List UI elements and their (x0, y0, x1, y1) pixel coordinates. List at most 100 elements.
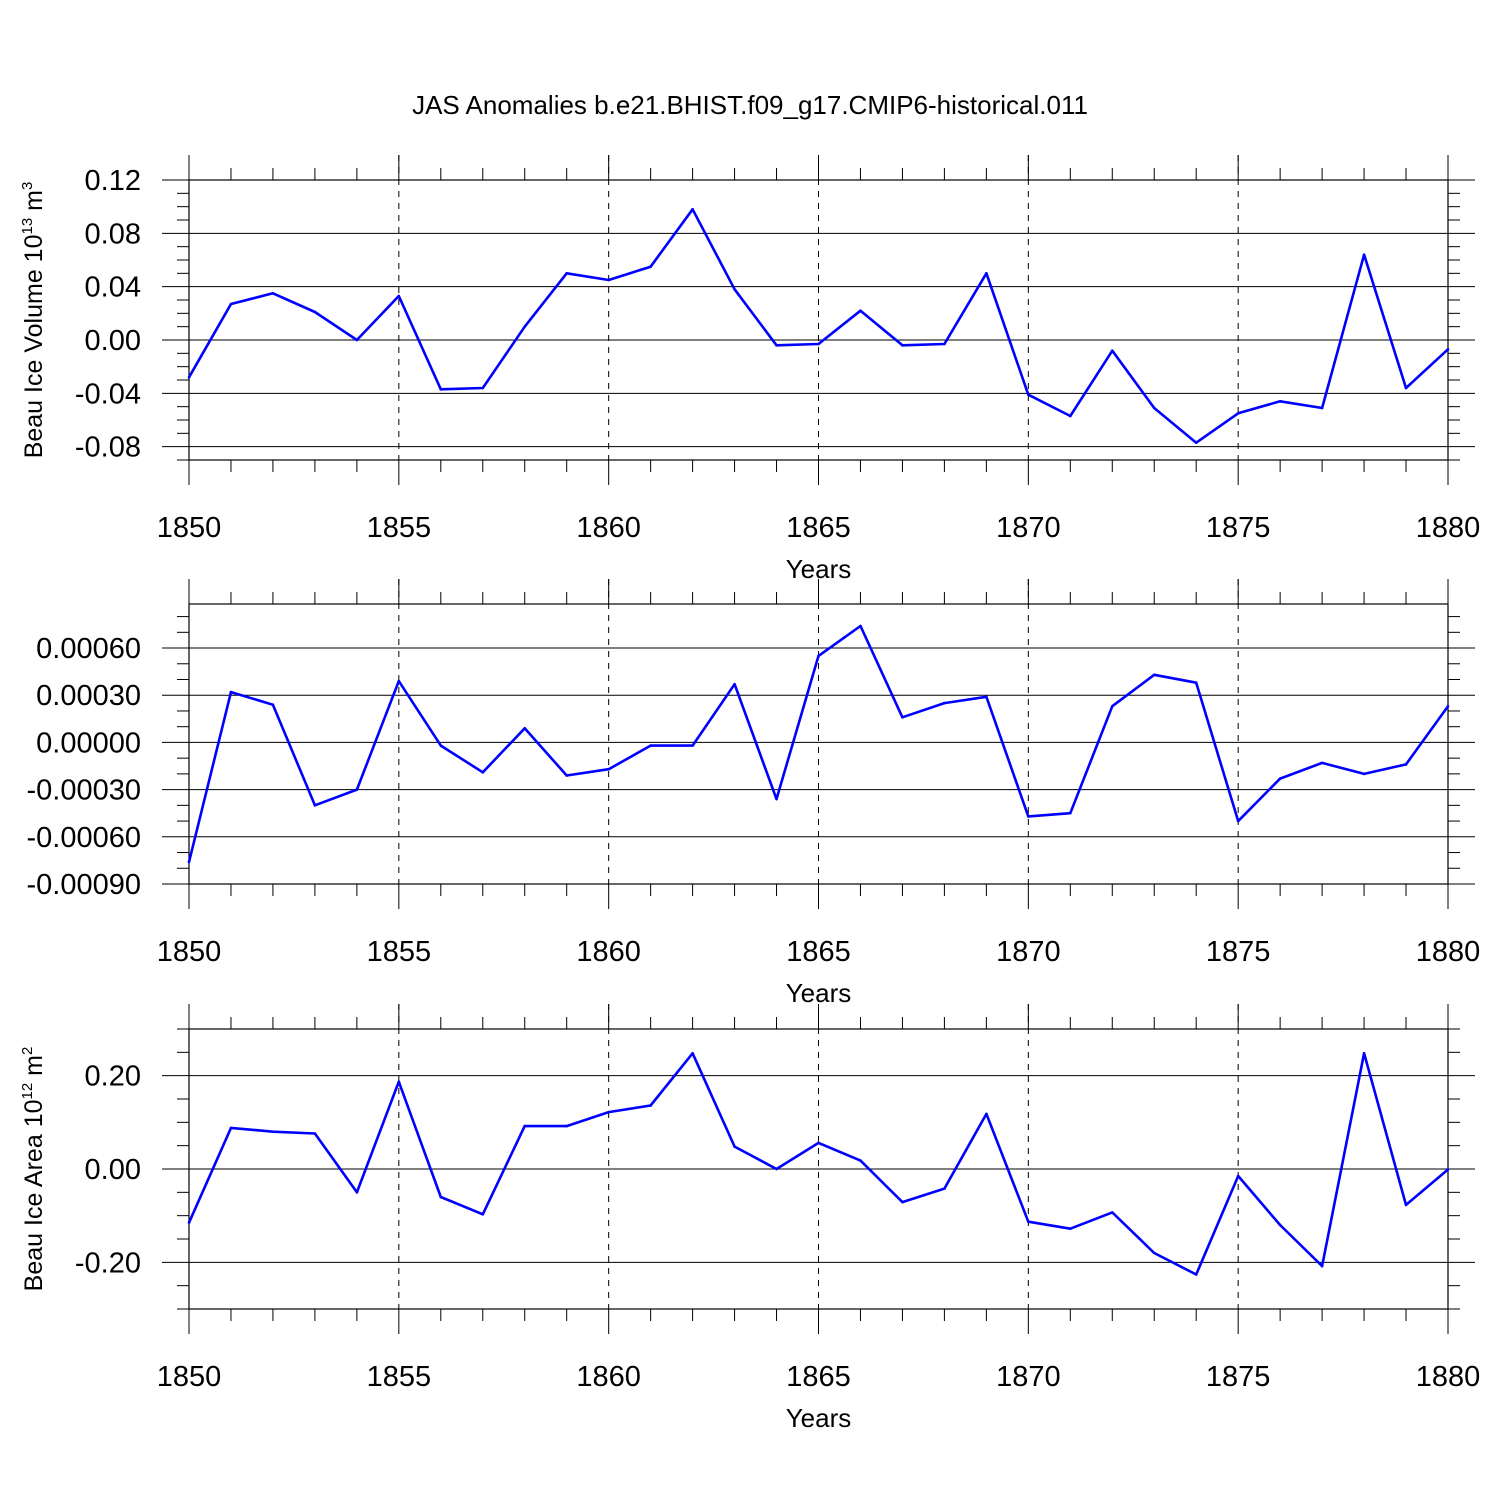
data-point (775, 1167, 778, 1171)
data-point (607, 278, 610, 282)
data-point (355, 788, 359, 791)
data-point (313, 1132, 317, 1135)
data-point (565, 1124, 568, 1128)
y-tick-label: 0.12 (85, 165, 141, 197)
data-point (397, 1080, 401, 1084)
data-point (1110, 704, 1114, 708)
x-tick-label: 1870 (996, 936, 1061, 968)
data-point (355, 338, 359, 342)
data-point (481, 771, 485, 774)
data-point (985, 1112, 988, 1116)
x-tick-label: 1850 (157, 936, 222, 968)
y-tick-label: -0.00060 (27, 822, 142, 854)
x-tick-label: 1870 (996, 1361, 1061, 1393)
data-point (565, 272, 568, 275)
data-point (1069, 811, 1072, 815)
data-point (817, 342, 820, 346)
data-point (691, 1051, 694, 1055)
x-tick-label: 1860 (576, 936, 641, 968)
data-point (775, 797, 778, 801)
x-tick-label: 1870 (996, 512, 1061, 544)
data-point (187, 376, 191, 379)
y-axis-label: Beau Ice Area 1012 m2 (19, 1047, 48, 1292)
data-point (859, 309, 862, 312)
panel-volume: -0.08 -0.04 0.00 0.04 0.08 0.12 1850 1855 1860 18… (19, 155, 1480, 584)
data-point (1320, 406, 1324, 410)
y-tick-label: -0.00030 (27, 775, 142, 807)
data-point (1152, 406, 1156, 410)
data-point (355, 1191, 359, 1194)
data-point (649, 1104, 652, 1107)
data-point (1320, 1264, 1324, 1268)
data-point (1404, 386, 1408, 390)
data-point (733, 1145, 736, 1148)
data-point (397, 679, 401, 683)
data-point (187, 1221, 191, 1224)
data-point (1404, 1203, 1408, 1207)
data-point (985, 272, 988, 275)
data-point (943, 1187, 946, 1190)
data-point (229, 690, 233, 694)
data-point (1236, 1174, 1240, 1178)
data-point (1362, 1051, 1366, 1055)
panels: -0.08 -0.04 0.00 0.04 0.08 0.12 1850 1855 1860 18… (19, 155, 1480, 1433)
data-point (733, 288, 736, 291)
y-tick-label: 0.04 (85, 272, 141, 304)
data-point (817, 1141, 820, 1145)
y-tick-label: -0.08 (75, 432, 141, 464)
data-point (1194, 441, 1198, 444)
y-axis-label-part: 3 (19, 182, 36, 190)
x-axis-label: Years (786, 1403, 852, 1433)
x-axis-label: Years (786, 978, 852, 1008)
y-tick-label: -0.04 (75, 378, 141, 410)
data-point (1027, 393, 1030, 396)
data-point (649, 744, 652, 747)
data-point (1110, 1211, 1114, 1214)
data-point (1236, 819, 1240, 823)
x-tick-label: 1850 (157, 1361, 222, 1393)
data-point (691, 208, 694, 211)
data-point (817, 654, 820, 658)
data-point (607, 1110, 610, 1114)
data-point (481, 386, 485, 390)
data-point (1446, 704, 1450, 708)
data-point (271, 1130, 275, 1133)
data-point (1362, 772, 1366, 776)
data-point (1278, 400, 1282, 403)
data-point (775, 344, 778, 347)
data-point (649, 265, 652, 268)
y-tick-label: 0.20 (85, 1061, 141, 1093)
y-axis-label: Beau Ice Volume 1013 m3 (19, 182, 48, 459)
data-point (439, 1195, 443, 1199)
figure-title: JAS Anomalies b.e21.BHIST.f09_g17.CMIP6-… (412, 90, 1088, 120)
data-point (271, 703, 275, 706)
data-point (859, 624, 862, 628)
data-point (691, 744, 694, 747)
y-tick-label: 0.00 (85, 1154, 141, 1186)
data-point (901, 1200, 904, 1204)
data-point (1027, 1220, 1030, 1224)
data-point (1362, 253, 1366, 256)
x-tick-label: 1860 (576, 512, 641, 544)
x-tick-label: 1875 (1206, 936, 1271, 968)
x-tick-label: 1865 (786, 1361, 851, 1393)
y-axis-label-part: m (20, 1055, 48, 1083)
x-tick-label: 1855 (367, 936, 432, 968)
data-point (1446, 348, 1450, 351)
data-point (523, 325, 527, 328)
x-tick-label: 1860 (576, 1361, 641, 1393)
data-point (229, 302, 233, 306)
data-point (1152, 673, 1156, 677)
x-tick-label: 1880 (1416, 1361, 1481, 1393)
y-axis-label-part: m (20, 190, 48, 218)
y-tick-label: 0.00060 (36, 633, 141, 665)
x-tick-label: 1880 (1416, 512, 1481, 544)
y-tick-label: 0.08 (85, 218, 141, 250)
y-axis-label-part: 2 (19, 1047, 36, 1055)
panel-area: -0.20 0.00 0.20 1850 1855 1860 1865 1870 1875 188… (19, 1004, 1480, 1433)
data-point (1446, 1168, 1450, 1171)
data-point (1194, 681, 1198, 684)
x-tick-label: 1875 (1206, 512, 1271, 544)
data-point (901, 715, 904, 719)
